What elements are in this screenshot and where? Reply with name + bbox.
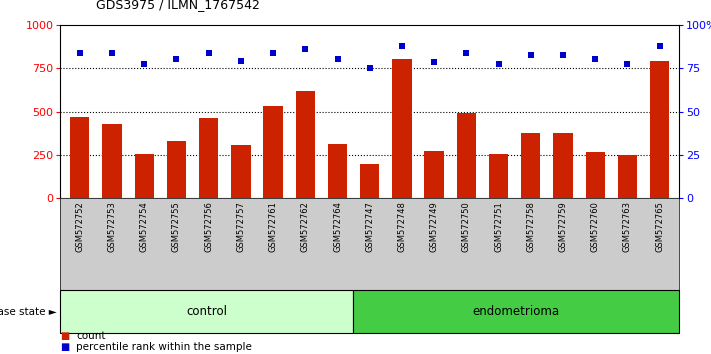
Text: control: control: [186, 305, 228, 318]
Bar: [70, 117, 90, 198]
Bar: [456, 113, 476, 198]
Text: count: count: [76, 331, 105, 341]
Bar: [353, 290, 679, 333]
Text: GDS3975 / ILMN_1767542: GDS3975 / ILMN_1767542: [96, 0, 260, 11]
Point: [493, 61, 504, 67]
Text: GSM572751: GSM572751: [494, 201, 503, 252]
Bar: [553, 133, 572, 198]
Point: [589, 57, 601, 62]
Point: [429, 59, 440, 65]
Point: [332, 57, 343, 62]
Bar: [263, 106, 283, 198]
Text: GSM572747: GSM572747: [365, 201, 374, 252]
Bar: [360, 164, 380, 198]
Text: disease state ►: disease state ►: [0, 307, 57, 316]
Bar: [586, 152, 605, 198]
Bar: [618, 155, 637, 198]
Text: GSM572748: GSM572748: [397, 201, 407, 252]
Point: [557, 52, 569, 58]
Point: [621, 61, 633, 67]
Bar: [102, 124, 122, 198]
Point: [299, 46, 311, 52]
Bar: [199, 119, 218, 198]
Bar: [392, 59, 412, 198]
Text: GSM572760: GSM572760: [591, 201, 600, 252]
Point: [171, 57, 182, 62]
Point: [525, 52, 537, 58]
Point: [139, 61, 150, 67]
Text: GSM572749: GSM572749: [429, 201, 439, 252]
Text: GSM572764: GSM572764: [333, 201, 342, 252]
Point: [364, 65, 375, 71]
Point: [396, 44, 407, 49]
Point: [654, 43, 665, 48]
Text: GSM572763: GSM572763: [623, 201, 632, 252]
Bar: [134, 154, 154, 198]
Text: endometrioma: endometrioma: [473, 305, 560, 318]
Text: ■: ■: [60, 342, 70, 352]
Text: GSM572762: GSM572762: [301, 201, 310, 252]
Bar: [328, 144, 347, 198]
Bar: [650, 61, 669, 198]
Point: [74, 50, 85, 55]
Bar: [521, 133, 540, 198]
Text: GSM572752: GSM572752: [75, 201, 85, 252]
Bar: [231, 145, 250, 198]
Text: GSM572755: GSM572755: [172, 201, 181, 252]
Point: [461, 50, 472, 55]
Text: GSM572754: GSM572754: [139, 201, 149, 252]
Point: [267, 50, 279, 55]
Bar: [167, 141, 186, 198]
Text: GSM572759: GSM572759: [559, 201, 567, 252]
Point: [106, 50, 117, 55]
Point: [235, 58, 247, 64]
Text: GSM572765: GSM572765: [655, 201, 664, 252]
Text: GSM572753: GSM572753: [107, 201, 117, 252]
Text: GSM572761: GSM572761: [269, 201, 277, 252]
Text: percentile rank within the sample: percentile rank within the sample: [76, 342, 252, 352]
Text: ■: ■: [60, 331, 70, 341]
Bar: [489, 154, 508, 198]
Text: GSM572758: GSM572758: [526, 201, 535, 252]
Bar: [424, 150, 444, 198]
Point: [203, 50, 214, 55]
Text: GSM572757: GSM572757: [236, 201, 245, 252]
Text: GSM572756: GSM572756: [204, 201, 213, 252]
Bar: [296, 91, 315, 198]
Bar: [60, 290, 353, 333]
Text: GSM572750: GSM572750: [462, 201, 471, 252]
